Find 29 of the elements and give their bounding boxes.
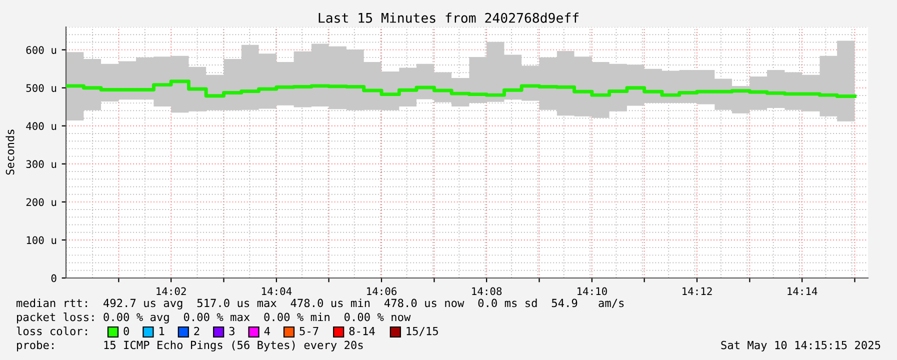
x-tick-label: 14:08 xyxy=(472,287,502,296)
x-tick-label: 14:04 xyxy=(262,287,292,296)
y-tick-label: 400 u xyxy=(26,122,56,130)
y-axis-title: Seconds xyxy=(6,130,14,175)
text: Sat May 10 14:15:15 2025 xyxy=(721,340,880,352)
x-tick-label: 14:06 xyxy=(367,287,397,296)
x-tick-label: 14:12 xyxy=(682,287,712,295)
text: probe: 15 ICMP Echo Pings (56 Bytes) every 20s xyxy=(17,340,363,352)
y-tick-label: 300 u xyxy=(26,160,56,168)
text: 3 xyxy=(229,326,234,336)
x-tick-label: 14:02 xyxy=(156,287,186,296)
x-tick-label: 14:10 xyxy=(578,287,607,296)
x-tick-label: 14:14 xyxy=(788,287,818,295)
text: 2 xyxy=(194,326,200,336)
y-tick-label: 100 u xyxy=(26,236,56,244)
y-tick-label: 200 u xyxy=(26,198,56,206)
text: packet loss: 0.00 % avg 0.00 % max 0.00 % min 0.00 % now xyxy=(17,312,411,324)
text: 15/15 xyxy=(406,326,438,336)
chart-title: Last 15 Minutes from 2402768d9eff xyxy=(318,12,578,23)
text: 8-14 xyxy=(349,326,375,336)
text: median rtt: 492.7 us avg 517.0 us max 478.0 us min 478.0 us now 0.0 ms sd 54.9 am/s xyxy=(16,298,624,310)
text: 4 xyxy=(264,326,270,336)
text: loss color: xyxy=(16,326,87,336)
y-tick-label: 600 u xyxy=(26,46,56,54)
y-tick-label: 0 xyxy=(51,274,56,282)
text: 0 xyxy=(124,326,129,336)
text: 1 xyxy=(160,326,164,336)
y-tick-label: 500 u xyxy=(26,84,56,92)
text: 5-7 xyxy=(300,326,318,336)
